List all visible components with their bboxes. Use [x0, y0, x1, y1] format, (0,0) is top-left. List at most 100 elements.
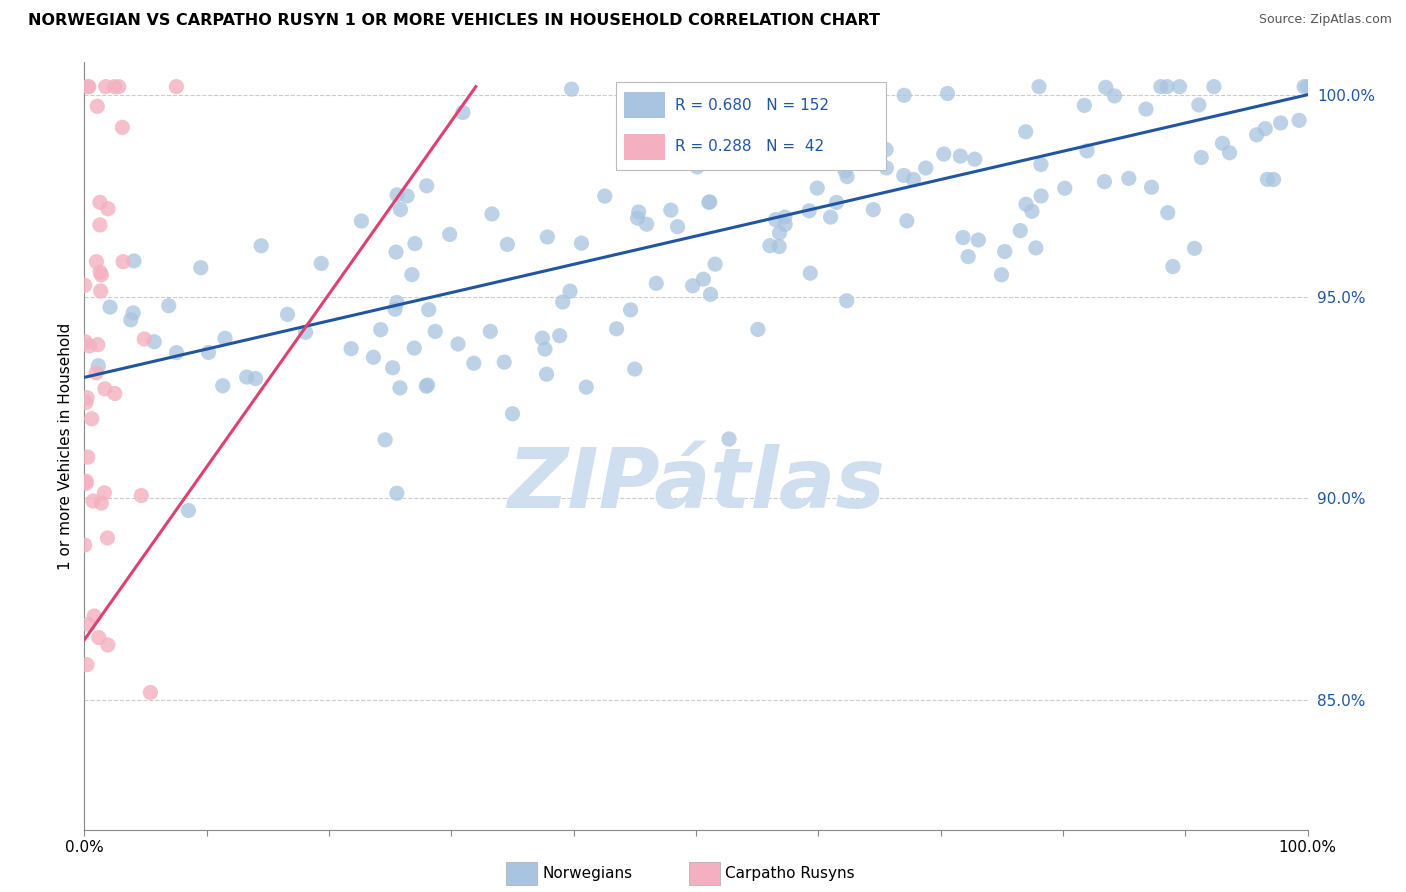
Point [404, 341, 426, 355]
Point [235, 370, 257, 384]
Point [862, 202, 884, 217]
Point [666, 219, 689, 234]
Point [626, 211, 648, 226]
Point [122, 254, 145, 268]
Point [96, 531, 118, 545]
Point [531, 331, 554, 345]
Point [551, 295, 574, 310]
Point [87, 359, 110, 373]
FancyBboxPatch shape [616, 81, 886, 169]
Point [143, 334, 166, 349]
Point [1028, 79, 1050, 94]
Point [90, 496, 112, 510]
Point [73, 278, 96, 293]
Point [311, 256, 333, 270]
Point [1246, 128, 1268, 142]
Point [84, 366, 107, 380]
Point [385, 245, 408, 260]
Point [385, 188, 408, 202]
Point [536, 368, 558, 382]
Point [1188, 98, 1211, 112]
Point [1076, 144, 1098, 158]
Point [768, 239, 790, 253]
Point [659, 203, 682, 218]
Point [177, 503, 200, 517]
Point [697, 195, 720, 210]
Point [157, 299, 180, 313]
Point [1263, 172, 1285, 186]
Point [1157, 205, 1180, 219]
FancyBboxPatch shape [624, 93, 665, 119]
Point [623, 362, 645, 376]
Text: R = 0.288   N =  42: R = 0.288 N = 42 [675, 139, 824, 154]
Point [93, 486, 115, 500]
Point [875, 161, 897, 175]
Point [1029, 157, 1052, 171]
Point [1135, 102, 1157, 116]
Point [404, 236, 426, 251]
Point [250, 239, 273, 253]
FancyBboxPatch shape [624, 134, 665, 160]
Point [190, 260, 212, 275]
Point [828, 148, 851, 162]
Point [1184, 241, 1206, 255]
Point [636, 217, 658, 231]
Point [1296, 79, 1319, 94]
Point [165, 79, 187, 94]
Point [773, 218, 796, 232]
Point [350, 214, 373, 228]
Point [1025, 241, 1047, 255]
Point [825, 195, 848, 210]
Point [903, 172, 925, 186]
Point [682, 278, 704, 293]
Text: Carpatho Rusyns: Carpatho Rusyns [725, 866, 855, 880]
Point [415, 379, 437, 393]
Point [103, 79, 125, 94]
Point [1015, 125, 1038, 139]
Point [1029, 189, 1052, 203]
Point [692, 272, 714, 286]
Point [534, 342, 557, 356]
Point [835, 293, 858, 308]
Point [401, 268, 423, 282]
Point [1161, 260, 1184, 274]
Point [197, 345, 219, 359]
Point [86, 99, 108, 113]
Point [97, 202, 120, 216]
Text: Source: ZipAtlas.com: Source: ZipAtlas.com [1258, 13, 1392, 27]
Point [773, 145, 796, 159]
Text: Norwegians: Norwegians [543, 866, 633, 880]
Point [396, 189, 419, 203]
Point [389, 202, 412, 217]
Point [575, 380, 598, 394]
Point [245, 371, 267, 385]
Point [86, 254, 108, 268]
Point [1202, 79, 1225, 94]
Point [77, 79, 100, 94]
Point [914, 161, 936, 175]
Point [122, 306, 145, 320]
Point [1094, 80, 1116, 95]
Point [77, 79, 100, 94]
Point [166, 345, 188, 359]
Point [747, 322, 769, 336]
Point [718, 432, 741, 446]
Point [1010, 224, 1032, 238]
Point [835, 169, 858, 184]
Point [1189, 151, 1212, 165]
Point [481, 207, 503, 221]
Point [107, 79, 129, 94]
Point [1053, 181, 1076, 195]
Text: ZIPátlas: ZIPátlas [508, 444, 884, 524]
Point [627, 205, 650, 219]
Point [820, 210, 842, 224]
Point [770, 148, 793, 162]
Point [1168, 79, 1191, 94]
Point [111, 120, 134, 135]
Point [98, 300, 121, 314]
Point [418, 302, 440, 317]
Point [294, 326, 316, 340]
Point [463, 356, 485, 370]
Point [1104, 89, 1126, 103]
Text: NORWEGIAN VS CARPATHO RUSYN 1 OR MORE VEHICLES IN HOUSEHOLD CORRELATION CHART: NORWEGIAN VS CARPATHO RUSYN 1 OR MORE VE… [28, 13, 880, 29]
